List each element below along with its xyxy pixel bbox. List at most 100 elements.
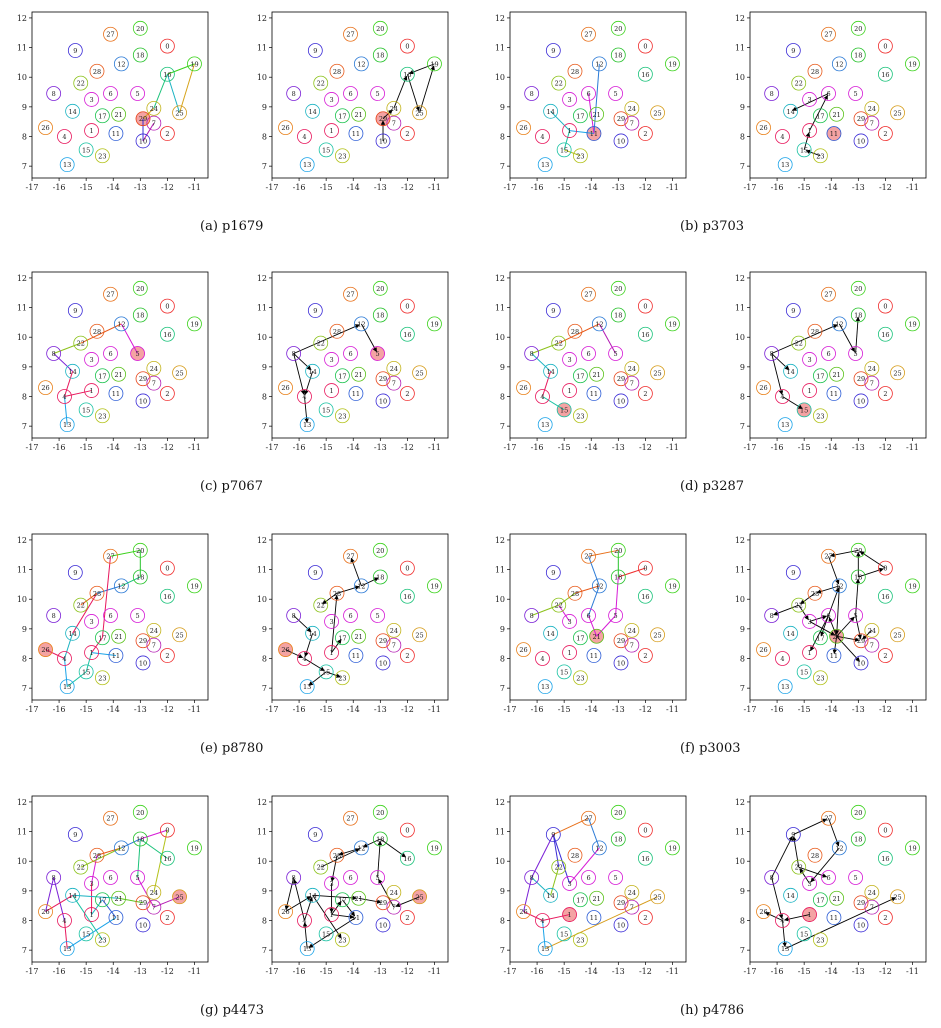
x-tick-label: -17 [266,705,279,714]
node-circle [608,870,623,885]
node-circle [573,670,588,686]
node-circle [850,542,866,558]
node-circle [132,280,148,296]
node-circle [853,371,869,387]
node-label: 27 [824,815,832,823]
node-label: 9 [551,47,555,55]
node-circle [65,887,81,903]
edge [63,920,68,949]
node-circle [84,645,99,660]
edge-arrow [836,635,860,642]
edge-arrow [419,65,435,113]
node-label: 0 [165,43,169,51]
edge-arrow [785,897,897,950]
edge-arrow [809,94,829,131]
node-label: 12 [835,582,843,590]
node-circle [777,679,793,695]
node-circle [111,106,127,122]
node-circle [813,108,828,124]
node-label: 26 [519,384,527,392]
x-tick-label: -16 [293,443,306,452]
node-circle [802,352,817,367]
plot-frame [271,11,449,179]
node-label: 22 [317,80,325,88]
node-label: 28 [93,68,101,76]
node-label: 5 [854,874,858,882]
edge-arrow [285,649,304,659]
plot-frame [31,533,209,701]
x-tick-label: -17 [266,443,279,452]
edge-arrow [764,912,783,921]
node-circle [524,870,540,885]
y-tick-label: 12 [257,536,267,545]
node-circle [890,365,905,381]
node-label: 26 [281,384,289,392]
node-label: 7 [630,120,634,128]
node-label: 0 [165,827,169,835]
node-circle [59,157,75,173]
node-circle [343,286,358,302]
node-label: 16 [403,855,411,863]
y-tick-label: 12 [735,536,745,545]
x-tick-label: -17 [266,967,279,976]
x-tick-label: -11 [906,443,919,452]
y-tick-label: 8 [500,393,505,402]
node-label: 0 [405,827,409,835]
node-label: 21 [115,111,123,119]
node-circle [353,316,369,332]
node-circle [764,870,780,885]
plot-frame [31,795,209,963]
node-label: 22 [317,602,325,610]
node-circle [386,100,402,116]
node-circle [59,679,75,695]
node-circle [556,142,572,158]
edge-arrow [859,551,886,569]
node-label: 15 [560,146,568,154]
node-label: 10 [379,397,387,405]
y-tick-label: 10 [257,333,267,342]
node-label: 11 [352,130,360,138]
node-label: 14 [786,368,794,376]
node-label: 26 [281,908,289,916]
node-circle [159,298,175,314]
node-circle [159,850,175,866]
node-circle [372,831,388,847]
node-label: 12 [117,582,125,590]
node-label: 3 [89,618,93,626]
node-circle [807,585,823,601]
node-label: 12 [357,844,365,852]
node-circle [159,648,175,663]
node-label: 7 [630,380,634,388]
node-circle [146,115,162,131]
node-label: 25 [893,369,901,377]
node-label: 4 [302,393,306,401]
x-tick-label: -15 [798,967,811,976]
node-circle [313,335,329,351]
y-tick-label: 8 [740,917,745,926]
node-circle [777,417,793,433]
node-label: 25 [893,893,901,901]
node-label: 25 [415,369,423,377]
node-circle [637,126,653,141]
node-circle [821,346,836,361]
node-label: 5 [614,612,618,620]
x-tick-label: -13 [134,705,147,714]
x-tick-label: -12 [401,183,414,192]
y-tick-label: 8 [22,133,27,142]
node-label: 23 [816,674,824,682]
y-tick-label: 8 [500,133,505,142]
node-circle [821,86,836,101]
x-tick-label: -13 [374,967,387,976]
node-circle [537,679,553,695]
edge [85,652,93,672]
node-label: 9 [313,569,317,577]
node-circle [821,870,836,885]
node-circle [864,360,880,376]
edge-arrow [862,630,873,640]
node-label: 7 [392,380,396,388]
node-circle [543,625,559,641]
x-tick-label: -15 [558,183,571,192]
node-circle [113,316,129,332]
node-circle [113,840,129,856]
